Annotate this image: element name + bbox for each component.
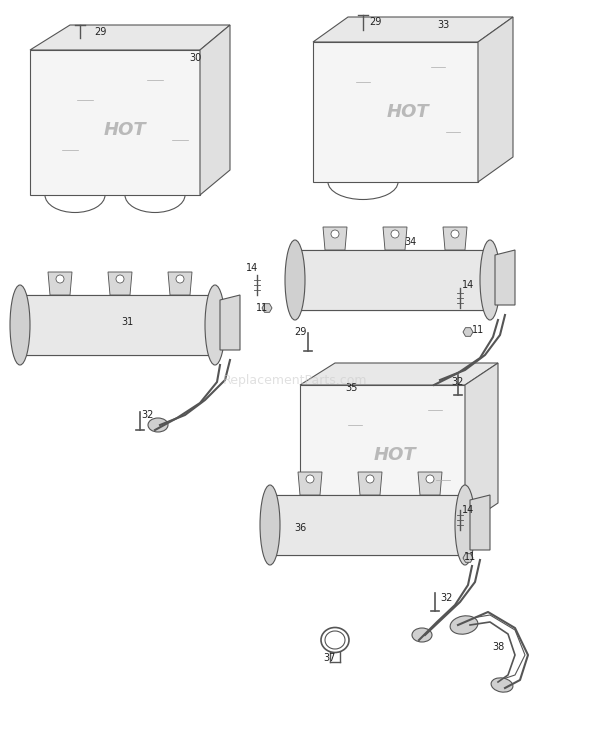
Polygon shape bbox=[478, 17, 513, 182]
Polygon shape bbox=[470, 495, 490, 550]
Text: 35: 35 bbox=[346, 383, 358, 393]
Text: 11: 11 bbox=[472, 325, 484, 335]
Text: 34: 34 bbox=[404, 237, 416, 247]
Text: 36: 36 bbox=[294, 523, 306, 533]
Text: 14: 14 bbox=[462, 280, 474, 290]
Text: HOT: HOT bbox=[373, 446, 417, 464]
Text: 29: 29 bbox=[369, 17, 381, 27]
Text: 29: 29 bbox=[94, 27, 106, 37]
Polygon shape bbox=[48, 272, 72, 295]
Polygon shape bbox=[313, 42, 478, 182]
Ellipse shape bbox=[428, 373, 448, 387]
Text: 31: 31 bbox=[121, 317, 133, 327]
Ellipse shape bbox=[480, 240, 500, 320]
Polygon shape bbox=[358, 472, 382, 495]
Text: 14: 14 bbox=[462, 505, 474, 515]
Polygon shape bbox=[300, 363, 498, 385]
Text: 32: 32 bbox=[441, 593, 453, 603]
Ellipse shape bbox=[285, 240, 305, 320]
Circle shape bbox=[391, 230, 399, 238]
Text: 37: 37 bbox=[324, 653, 336, 663]
Circle shape bbox=[56, 275, 64, 283]
Ellipse shape bbox=[205, 285, 225, 365]
Polygon shape bbox=[108, 272, 132, 295]
Circle shape bbox=[366, 475, 374, 483]
Polygon shape bbox=[30, 50, 200, 195]
Circle shape bbox=[426, 475, 434, 483]
Text: 29: 29 bbox=[294, 327, 306, 337]
Polygon shape bbox=[298, 472, 322, 495]
Ellipse shape bbox=[450, 616, 478, 634]
Text: 11: 11 bbox=[256, 303, 268, 313]
Polygon shape bbox=[313, 17, 513, 42]
Text: 32: 32 bbox=[452, 377, 464, 387]
Ellipse shape bbox=[148, 418, 168, 432]
Polygon shape bbox=[465, 363, 498, 525]
Circle shape bbox=[116, 275, 124, 283]
Text: HOT: HOT bbox=[104, 121, 146, 139]
Ellipse shape bbox=[260, 485, 280, 565]
Polygon shape bbox=[418, 472, 442, 495]
Ellipse shape bbox=[491, 678, 513, 692]
Circle shape bbox=[306, 475, 314, 483]
Polygon shape bbox=[295, 250, 490, 310]
Text: 30: 30 bbox=[189, 53, 201, 63]
Text: HOT: HOT bbox=[386, 103, 430, 121]
Text: ReplacementParts.com: ReplacementParts.com bbox=[223, 373, 367, 386]
Ellipse shape bbox=[412, 628, 432, 642]
Text: 32: 32 bbox=[142, 410, 154, 420]
Text: 38: 38 bbox=[492, 642, 504, 652]
Polygon shape bbox=[20, 295, 215, 355]
Polygon shape bbox=[463, 327, 473, 336]
Polygon shape bbox=[323, 227, 347, 250]
Circle shape bbox=[176, 275, 184, 283]
Polygon shape bbox=[383, 227, 407, 250]
Ellipse shape bbox=[10, 285, 30, 365]
Polygon shape bbox=[270, 495, 465, 555]
Text: 11: 11 bbox=[464, 552, 476, 562]
Polygon shape bbox=[300, 385, 465, 525]
Text: 14: 14 bbox=[246, 263, 258, 273]
Circle shape bbox=[331, 230, 339, 238]
Polygon shape bbox=[443, 227, 467, 250]
Circle shape bbox=[451, 230, 459, 238]
Polygon shape bbox=[495, 250, 515, 305]
Polygon shape bbox=[463, 554, 473, 562]
Polygon shape bbox=[30, 25, 230, 50]
Polygon shape bbox=[200, 25, 230, 195]
Polygon shape bbox=[168, 272, 192, 295]
Polygon shape bbox=[262, 304, 272, 313]
Polygon shape bbox=[220, 295, 240, 350]
Ellipse shape bbox=[455, 485, 475, 565]
Text: 33: 33 bbox=[437, 20, 449, 30]
